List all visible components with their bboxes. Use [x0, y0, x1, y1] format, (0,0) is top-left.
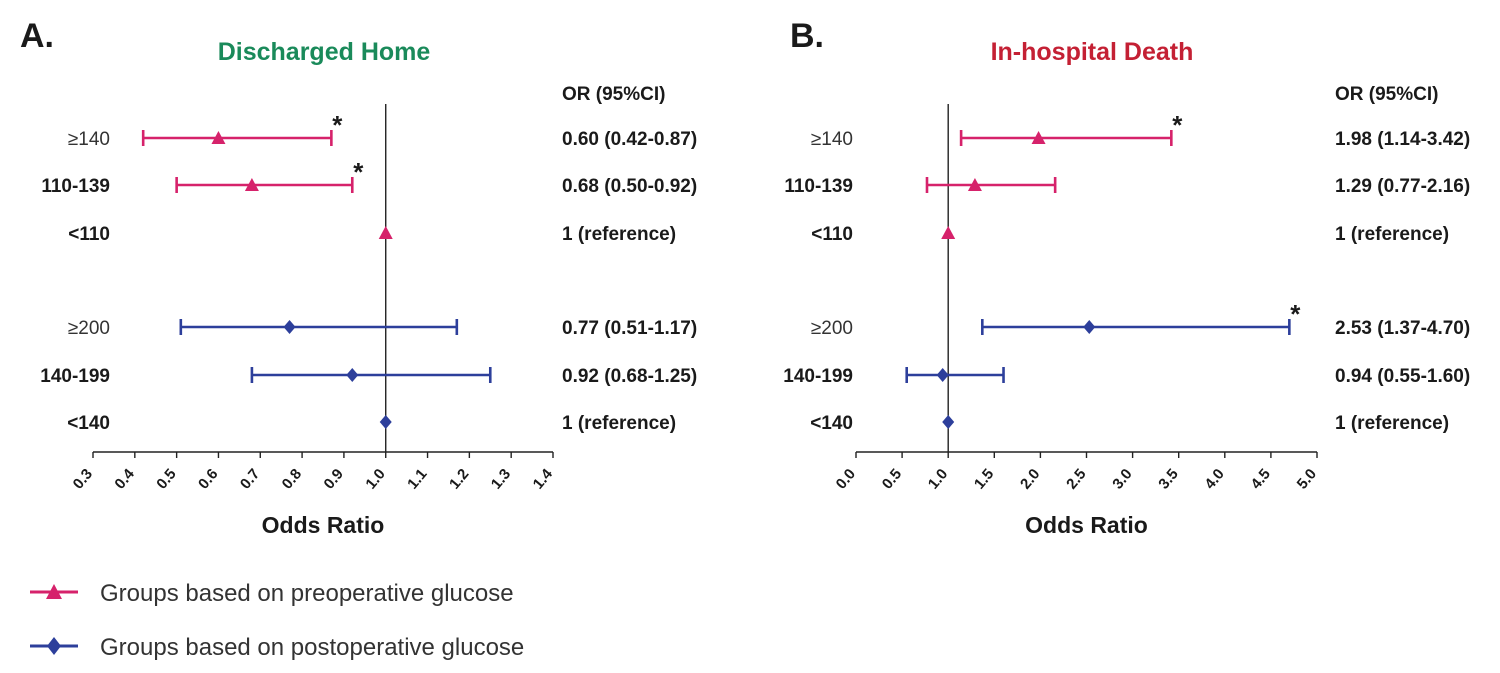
significance-asterisk: *: [332, 110, 343, 140]
x-tick-label: 0.5: [879, 466, 905, 493]
or-ci-value: 1 (reference): [1335, 413, 1449, 434]
row-label: 140-199: [40, 366, 110, 387]
significance-asterisk: *: [1290, 299, 1301, 329]
x-tick-label: 0.8: [279, 466, 305, 493]
or-ci-value: 0.94 (0.55-1.60): [1335, 366, 1470, 387]
panel-letter: A.: [20, 17, 54, 55]
x-tick-label: 2.0: [1017, 466, 1043, 493]
or-ci-value: 1 (reference): [1335, 224, 1449, 245]
or-ci-value: 1.29 (0.77-2.16): [1335, 176, 1470, 197]
or-ci-value: 1 (reference): [562, 413, 676, 434]
or-ci-value: 0.68 (0.50-0.92): [562, 176, 697, 197]
x-axis-title: Odds Ratio: [262, 512, 385, 538]
row-label: ≥200: [68, 318, 110, 339]
legend-item: Groups based on preoperative glucose: [30, 580, 514, 607]
legend-triangle-icon: [46, 584, 62, 599]
or-ci-header: OR (95%CI): [562, 84, 665, 105]
x-tick-label: 1.4: [530, 465, 557, 492]
x-axis-title: Odds Ratio: [1025, 512, 1148, 538]
row-label: <140: [810, 413, 853, 434]
row-label: <140: [67, 413, 110, 434]
point-estimate-triangle: [244, 178, 259, 191]
x-tick-label: 4.5: [1248, 466, 1274, 493]
point-estimate-diamond: [283, 320, 296, 334]
x-tick-label: 1.0: [925, 466, 951, 493]
panel-letter: B.: [790, 17, 824, 55]
legend: Groups based on preoperative glucose Grou…: [30, 580, 524, 661]
x-tick-label: 0.9: [321, 466, 347, 493]
point-estimate-triangle: [941, 226, 956, 239]
x-tick-label: 0.4: [111, 465, 138, 492]
row-label: ≥200: [811, 318, 853, 339]
row-label: ≥140: [811, 129, 853, 150]
row-label: <110: [68, 224, 110, 245]
point-estimate-diamond: [936, 368, 949, 382]
or-ci-value: 1 (reference): [562, 224, 676, 245]
x-tick-label: 1.5: [971, 466, 997, 493]
point-estimate-diamond: [942, 415, 955, 429]
x-tick-label: 0.5: [153, 466, 179, 493]
significance-asterisk: *: [353, 157, 364, 187]
point-estimate-diamond: [379, 415, 392, 429]
or-ci-value: 0.92 (0.68-1.25): [562, 366, 697, 387]
x-tick-label: 0.7: [237, 466, 263, 493]
or-ci-header: OR (95%CI): [1335, 84, 1438, 105]
x-tick-label: 3.5: [1155, 466, 1181, 493]
panel-title: In-hospital Death: [991, 38, 1194, 66]
row-label: 110-139: [784, 176, 853, 197]
legend-label: Groups based on preoperative glucose: [100, 580, 514, 607]
or-ci-value: 0.60 (0.42-0.87): [562, 129, 697, 150]
row-label: 110-139: [41, 176, 110, 197]
or-ci-value: 2.53 (1.37-4.70): [1335, 318, 1470, 339]
point-estimate-triangle: [1031, 131, 1046, 144]
legend-item: Groups based on postoperative glucose: [30, 634, 524, 661]
chart-panel-b: B. In-hospital Death OR (95%CI) 0.0 0.5 1.0 1.…: [783, 17, 1470, 538]
x-tick-label: 4.0: [1201, 466, 1227, 493]
x-tick-label: 3.0: [1109, 466, 1135, 493]
point-estimate-diamond: [1083, 320, 1096, 334]
x-tick-label: 5.0: [1294, 466, 1320, 493]
significance-asterisk: *: [1172, 110, 1183, 140]
x-tick-label: 1.3: [488, 466, 514, 493]
point-estimate-triangle: [211, 131, 226, 144]
x-tick-label: 0.6: [195, 466, 221, 493]
x-tick-label: 2.5: [1063, 466, 1089, 493]
row-label: 140-199: [783, 366, 853, 387]
panel-title: Discharged Home: [218, 38, 431, 66]
point-estimate-triangle: [967, 178, 982, 191]
x-tick-label: 1.2: [446, 466, 472, 493]
x-tick-label: 1.0: [362, 466, 388, 493]
row-label: ≥140: [68, 129, 110, 150]
legend-label: Groups based on postoperative glucose: [100, 634, 524, 661]
x-tick-label: 0.0: [833, 466, 859, 493]
x-tick-label: 0.3: [70, 466, 96, 493]
legend-diamond-icon: [47, 637, 61, 655]
row-label: <110: [811, 224, 853, 245]
or-ci-value: 1.98 (1.14-3.42): [1335, 129, 1470, 150]
or-ci-value: 0.77 (0.51-1.17): [562, 318, 697, 339]
point-estimate-diamond: [346, 368, 359, 382]
point-estimate-triangle: [378, 226, 393, 239]
x-tick-label: 1.1: [404, 466, 430, 493]
